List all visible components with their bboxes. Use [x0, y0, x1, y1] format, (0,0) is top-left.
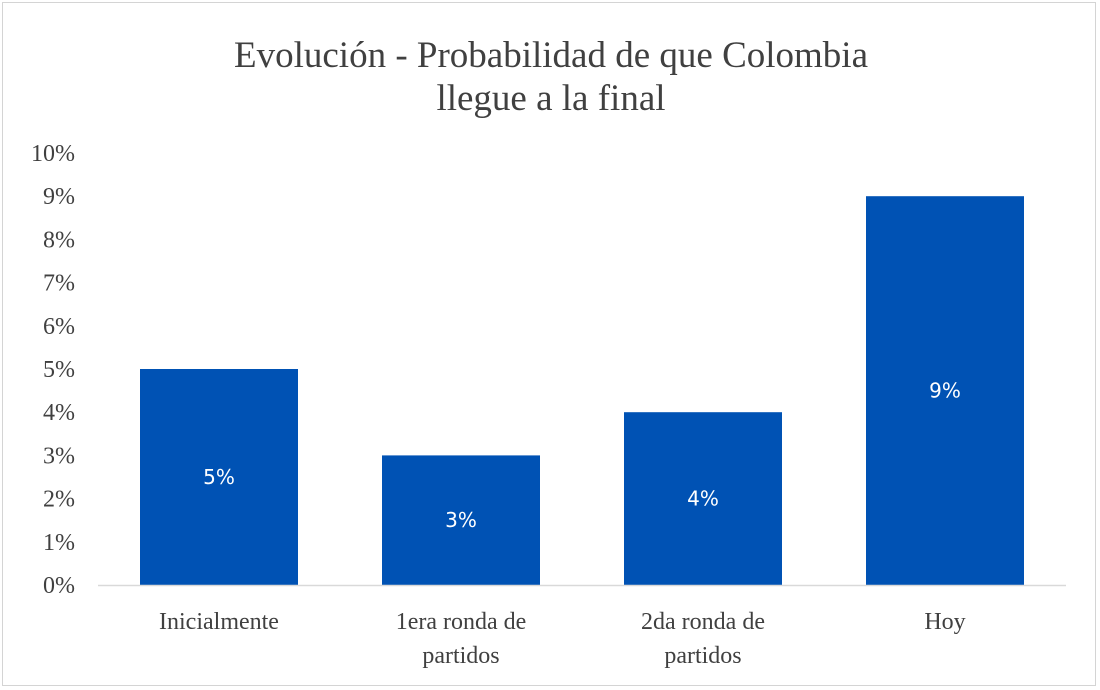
bar [866, 196, 1024, 585]
y-tick-label: 10% [31, 141, 75, 167]
y-axis: 0% 1% 2% 3% 4% 5% 6% 7% 8% 9% 10% [31, 141, 75, 599]
bars [140, 196, 1024, 585]
y-tick-label: 6% [43, 314, 75, 340]
y-tick-label: 9% [43, 184, 75, 210]
chart-title-line: Evolución - Probabilidad de que Colombia [234, 35, 868, 76]
chart-title-line: llegue a la final [436, 78, 665, 119]
y-tick-label: 7% [43, 271, 75, 297]
y-tick-label: 8% [43, 227, 75, 253]
x-tick-label: Inicialmente [159, 609, 279, 635]
x-tick-label: Hoy [924, 609, 965, 635]
bar [140, 369, 298, 585]
y-tick-label: 1% [43, 530, 75, 556]
x-axis: Inicialmente 1era ronda de partidos 2da ron… [98, 584, 1066, 669]
y-tick-label: 0% [43, 573, 75, 599]
bar-data-label: 9% [929, 379, 961, 403]
x-tick-label: partidos [422, 643, 499, 669]
bar-chart: Evolución - Probabilidad de que Colombia… [31, 35, 1066, 669]
x-tick-label: 2da ronda de [641, 609, 765, 635]
data-labels: 5% 3% 4% 9% [203, 379, 961, 533]
bar-data-label: 4% [687, 487, 719, 511]
y-tick-label: 4% [43, 400, 75, 426]
x-tick-label: 1era ronda de [396, 609, 527, 635]
y-tick-label: 5% [43, 357, 75, 383]
y-tick-label: 2% [43, 487, 75, 513]
bar-data-label: 3% [445, 508, 477, 532]
chart-title: Evolución - Probabilidad de que Colombia… [234, 35, 868, 119]
bar-data-label: 5% [203, 465, 235, 489]
x-tick-label: partidos [664, 643, 741, 669]
bar [382, 455, 540, 585]
y-tick-label: 3% [43, 443, 75, 469]
bar [624, 412, 782, 585]
